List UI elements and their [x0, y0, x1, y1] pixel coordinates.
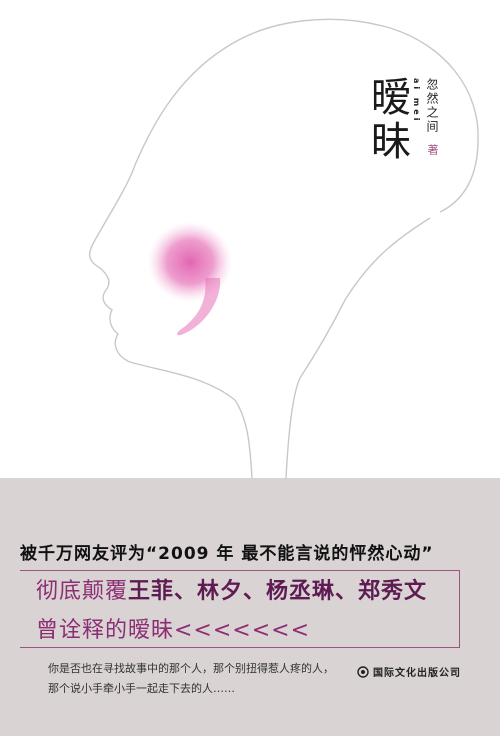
author-suffix: 著 [424, 144, 440, 155]
blurb-line-1: 你是否也在寻找故事中的那个人，那个别扭得惹人疼的人， [48, 660, 334, 676]
book-title: 暧昧 [362, 76, 410, 164]
publisher: 国际文化出版公司 [357, 664, 461, 679]
promo-line-1: 彻底颠覆王菲、林夕、杨丞琳、郑秀文 [36, 573, 427, 605]
publisher-logo-icon [357, 666, 369, 678]
neck-outline [286, 218, 430, 478]
promo-tagline: 被千万网友评为“2009 年 最不能言说的怦然心动” [20, 539, 434, 564]
publisher-name: 国际文化出版公司 [373, 664, 461, 679]
author-name: 忽然之间 [424, 78, 441, 134]
promo-line-1-prefix: 彻底颠覆 [36, 579, 128, 604]
promo-line-1-names: 王菲、林夕、杨丞琳、郑秀文 [128, 579, 427, 604]
title-block: 暧昧 ai mei 忽然之间 著 [362, 72, 442, 192]
blurb-line-2: 那个说小手牵小手一起走下去的人…… [48, 680, 235, 696]
title-pinyin: ai mei [412, 78, 421, 123]
promo-line-2: 曾诠释的暧昧<<<<<<< [36, 612, 310, 644]
comma-dot [148, 222, 232, 302]
hairline [440, 140, 478, 212]
